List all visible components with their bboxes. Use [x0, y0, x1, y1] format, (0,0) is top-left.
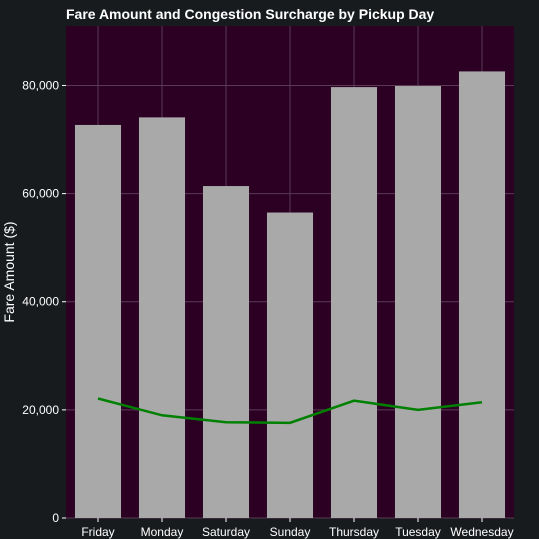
- chart-title: Fare Amount and Congestion Surcharge by …: [66, 6, 434, 22]
- x-tick-label: Wednesday: [450, 525, 513, 539]
- x-tick-label: Tuesday: [395, 525, 441, 539]
- x-tick-label: Thursday: [329, 525, 379, 539]
- y-tick-label: 20,000: [22, 403, 59, 417]
- y-tick-label: 60,000: [22, 187, 59, 201]
- x-tick-label: Saturday: [202, 525, 250, 539]
- x-tick-label: Sunday: [270, 525, 311, 539]
- y-tick-label: 0: [52, 511, 59, 525]
- surcharge-line: [97, 397, 483, 425]
- bar-friday: [74, 124, 122, 518]
- bar-monday: [138, 117, 186, 518]
- bar-sunday: [266, 212, 314, 518]
- y-axis-label: Fare Amount ($): [1, 221, 17, 322]
- y-tick-label: 80,000: [22, 78, 59, 92]
- bar-thursday: [330, 87, 378, 518]
- bars: [74, 71, 506, 519]
- x-tick-label: Friday: [81, 525, 114, 539]
- y-axis-ticks: 0 20,000 40,000 60,000 80,000: [22, 78, 66, 525]
- x-axis-ticks: Friday Monday Saturday Sunday Thursday Tuesda…: [81, 518, 514, 539]
- bar-saturday: [202, 186, 250, 519]
- bar-wednesday: [458, 71, 506, 519]
- y-tick-label: 40,000: [22, 295, 59, 309]
- x-tick-label: Monday: [141, 525, 184, 539]
- bar-tuesday: [394, 86, 442, 518]
